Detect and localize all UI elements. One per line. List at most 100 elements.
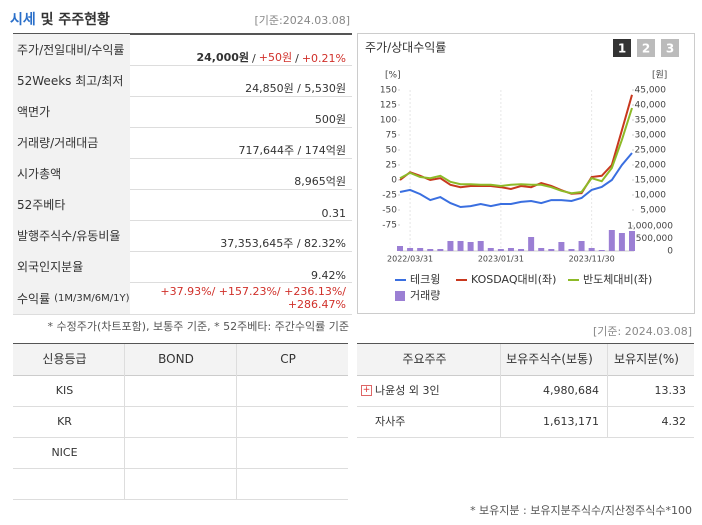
label-cell: [13, 65, 130, 97]
volume-bar: [608, 230, 615, 251]
row-line: [130, 189, 352, 190]
volume-bar: [427, 249, 434, 251]
cell: KR: [57, 415, 72, 428]
header-cell: CP: [280, 352, 296, 366]
label-cell: [13, 96, 130, 128]
label-cell: [13, 158, 130, 190]
tab-button[interactable]: [661, 39, 679, 57]
y-tick-label: 75: [386, 131, 397, 141]
volume-tick-label: 500,000: [636, 234, 673, 244]
volume-bar: [558, 242, 565, 251]
value-text: +50원: [258, 51, 293, 64]
row-label: 거래량/거래대금: [17, 127, 98, 158]
volume-bar: [457, 241, 464, 251]
row-line: [130, 314, 352, 315]
row-label: 외국인지분율: [17, 251, 83, 282]
label-text: 52Weeks 최고/최저: [17, 74, 124, 88]
legend-label: 반도체대비(좌): [583, 273, 652, 286]
volume-bar: [568, 249, 575, 251]
row-line: [130, 251, 352, 252]
volume-bar: [397, 246, 403, 251]
tab-button[interactable]: [637, 39, 655, 57]
line-series: [399, 94, 633, 195]
label-text: 시가총액: [17, 167, 62, 181]
volume-bar: [618, 233, 625, 251]
cell: NICE: [51, 446, 78, 459]
volume-bar: [497, 249, 504, 251]
volume-tick-label: 0: [667, 247, 673, 257]
row-line: [13, 499, 348, 500]
value-text: +37.93%/ +157.23%/ +236.13%/: [160, 285, 346, 298]
y2-tick-label: 25,000: [635, 146, 667, 156]
value-text: +286.47%: [287, 298, 346, 311]
volume-tick-label: 1,000,000: [627, 222, 673, 232]
header-cell: 신용등급: [42, 352, 87, 366]
row-label: 52주베타: [17, 189, 65, 220]
value-text: 24,000원: [196, 51, 250, 64]
y2-tick-label: 45,000: [635, 86, 667, 96]
row-line: [130, 282, 352, 283]
table-top-border: [13, 33, 352, 35]
value-text: 24,850원 / 5,530원: [245, 82, 346, 95]
row-line: [130, 65, 352, 66]
tab-button-label: 2: [642, 42, 650, 56]
header-cell: BOND: [158, 352, 194, 366]
header-cell: 주요주주: [402, 352, 447, 366]
row-value: 37,353,645주 / 82.32%: [220, 220, 346, 251]
y-tick-label: -25: [382, 191, 397, 201]
label-cell: [13, 127, 130, 159]
row-line: [130, 96, 352, 97]
section-title: 시세 및 주주현황: [10, 9, 110, 29]
volume-bar: [578, 241, 585, 251]
volume-bar: [477, 241, 484, 251]
row-label: 발행주식수/유동비율: [17, 220, 120, 251]
label-cell: [13, 282, 130, 315]
y2-unit: [원]: [652, 70, 667, 81]
label-cell: [13, 220, 130, 252]
y2-tick-label: 5,000: [640, 206, 666, 216]
row-value: 0.31: [322, 189, 347, 220]
header-row: [13, 344, 348, 376]
tab-button[interactable]: [613, 39, 631, 57]
volume-bar: [437, 249, 444, 251]
col-line: [500, 344, 501, 438]
volume-bar: [629, 231, 635, 251]
value-text: +0.21%: [301, 52, 346, 65]
header-cell: 보유주식수(보통): [506, 352, 593, 366]
cell: 자사주: [375, 415, 406, 428]
row-line: [13, 406, 348, 407]
y2-tick-label: 35,000: [635, 116, 667, 126]
header-cell: 보유지분(%): [614, 352, 679, 366]
volume-bar: [487, 248, 494, 251]
row-line: [357, 406, 694, 407]
cell: 나윤성 외 3인: [375, 384, 440, 397]
x-tick-label: 2023/11/30: [569, 255, 615, 264]
cell: 4,980,684: [543, 384, 599, 397]
row-label: 주가/전일대비/수익률: [17, 34, 124, 65]
y2-tick-label: 20,000: [635, 161, 667, 171]
chart-panel: [357, 33, 695, 314]
y-tick-label: 125: [380, 101, 397, 111]
volume-bar: [417, 248, 424, 251]
row-line: [130, 220, 352, 221]
row-label: 수익률 (1M/3M/6M/1Y): [17, 282, 129, 314]
x-tick-label: 2022/03/31: [387, 255, 433, 264]
row-value: +37.93%/ +157.23%/ +236.13%/+286.47%: [160, 282, 346, 314]
cell: 4.32: [661, 415, 687, 428]
label-text: 52주베타: [17, 198, 66, 212]
y2-tick-label: 40,000: [635, 101, 667, 111]
label-text: 외국인지분율: [17, 260, 84, 274]
y-tick-label: -50: [382, 206, 397, 216]
header-row: [357, 344, 694, 376]
cell: 1,613,171: [543, 415, 599, 428]
col-line: [607, 344, 608, 438]
row-value: 500원: [315, 96, 346, 127]
x-tick-label: 2023/01/31: [478, 255, 524, 264]
row-label: 시가총액: [17, 158, 61, 189]
value-text: 0.31: [321, 207, 347, 220]
value-text: 717,644주 / 174억원: [238, 144, 346, 157]
label-text: (1M/3M/6M/1Y): [54, 292, 130, 304]
row-value: 717,644주 / 174억원: [238, 127, 346, 158]
volume-bar: [538, 248, 545, 251]
